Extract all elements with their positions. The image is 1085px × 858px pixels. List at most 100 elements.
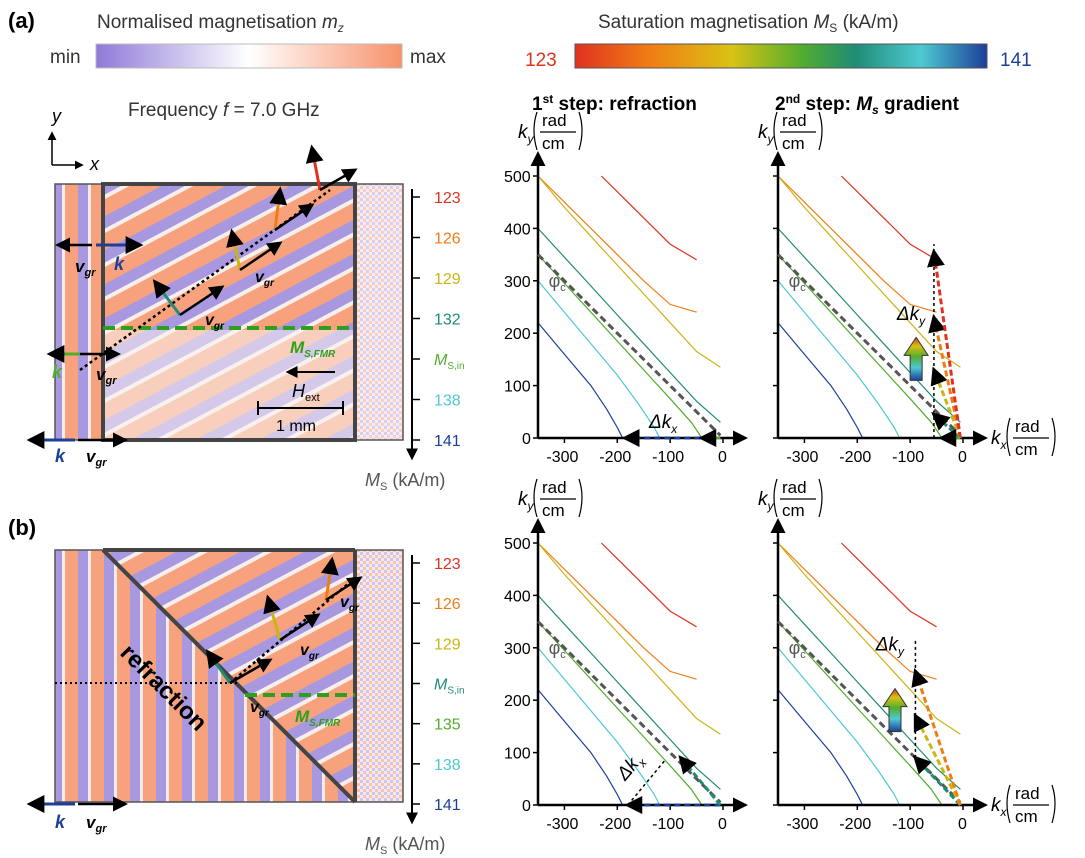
gradient-arrow-icon: [882, 687, 908, 733]
unit-paren: [1006, 784, 1011, 824]
colorbar-mz-min: min: [50, 47, 81, 68]
x-tick-label: -300: [786, 816, 818, 833]
dispersion-curve: [537, 175, 721, 368]
y-tick-label: 500: [504, 536, 531, 553]
svg-text:vgr: vgr: [340, 594, 360, 614]
dispersion-curve: [537, 322, 624, 439]
y-tick-label: 300: [504, 641, 531, 658]
unit-num: rad: [782, 111, 807, 130]
xy-axes-indicator: y x: [47, 106, 100, 174]
dispersion-curve: [777, 280, 901, 439]
dispersion-curve: [537, 542, 721, 735]
gradient-arrow-icon: [903, 336, 930, 381]
dispersion-curve: [777, 621, 943, 806]
x-tick-label: -200: [599, 816, 631, 833]
scale-tick-label: 129: [434, 636, 461, 653]
x-tick-label: 0: [958, 816, 967, 833]
panel-label-b: (b): [8, 515, 36, 540]
scale-tick-label: 126: [434, 231, 461, 248]
x-tick-label: -100: [892, 449, 924, 466]
svg-text:vgr: vgr: [86, 447, 107, 469]
dispersion-curve: [537, 621, 703, 806]
x-tick-label: -200: [599, 449, 631, 466]
ms-gradient-arrow: [913, 712, 962, 806]
dispersion-curve: [777, 254, 943, 439]
dispersion-curve: [777, 175, 937, 313]
y-tick-label: 200: [504, 693, 531, 710]
unit-num: rad: [1015, 784, 1040, 803]
phi-c-label: φc: [549, 638, 567, 661]
scale-tick-label: 123: [434, 190, 461, 207]
svg-text:k: k: [114, 254, 125, 274]
scale-tick-label: 129: [434, 271, 461, 288]
x-tick-label: 0: [958, 449, 967, 466]
svg-text:MS,FMR: MS,FMR: [290, 338, 336, 360]
svg-text:k: k: [52, 362, 63, 382]
unit-num: rad: [542, 111, 567, 130]
svg-text:k: k: [55, 446, 66, 466]
scale-tick-label: 138: [434, 393, 461, 410]
delta-kx-label: Δkx: [612, 749, 650, 788]
delta-ky-label: Δky: [896, 304, 926, 328]
y-tick-label: 100: [504, 379, 531, 396]
dispersion-plots: -300 -200 -100 00100200300400500kyradcmφcΔk…: [504, 111, 1056, 833]
x-tick-label: -200: [839, 449, 871, 466]
svg-text:vgr: vgr: [250, 699, 270, 719]
y-tick-label: 500: [504, 169, 531, 186]
svg-text:vgr: vgr: [96, 365, 117, 387]
ms-gradient-arrow: [912, 755, 962, 807]
dispersion-curve: [600, 542, 697, 628]
unit-den: cm: [782, 134, 805, 153]
svg-text:k: k: [55, 812, 66, 832]
svg-text:x: x: [89, 154, 100, 174]
ky-label: ky: [758, 489, 775, 513]
colorbar-ms-max: 141: [1000, 50, 1032, 71]
unit-den: cm: [1015, 807, 1038, 826]
unit-paren: [818, 111, 823, 151]
unit-den: cm: [542, 501, 565, 520]
unit-paren: [1006, 417, 1011, 457]
svg-text:vgr: vgr: [75, 257, 96, 279]
unit-paren: [1051, 417, 1056, 457]
unit-den: cm: [1015, 440, 1038, 459]
svg-text:vgr: vgr: [86, 813, 107, 835]
colorbar-mz-title: Normalised magnetisation mz: [97, 12, 344, 35]
dispersion-curve: [777, 175, 961, 368]
dispersion-curve: [840, 175, 937, 261]
svg-text:vgr: vgr: [300, 642, 320, 662]
scale-tick-label: 141: [434, 797, 461, 814]
unit-paren: [533, 111, 538, 151]
unit-paren: [578, 478, 583, 518]
dispersion-curve: [777, 322, 864, 439]
x-tick-label: -300: [546, 449, 578, 466]
dispersion-curve: [840, 542, 937, 628]
svg-text:vgr: vgr: [205, 312, 225, 332]
svg-text:Hext: Hext: [292, 381, 320, 404]
dispersion-curve: [537, 254, 703, 439]
ky-label: ky: [758, 122, 775, 146]
scale-tick-label: MS,in: [434, 677, 465, 697]
frequency-label: Frequency f = 7.0 GHz: [128, 100, 320, 121]
kx-label: kx: [991, 428, 1008, 452]
scale-unit: MS (kA/m): [365, 470, 445, 493]
ms-scale-b: 123 126 129 MS,in 135 138 141 MS (kA/m): [365, 555, 465, 857]
scale-tick-label: 138: [434, 757, 461, 774]
scale-tick-label: 141: [434, 433, 461, 450]
simulation-a: vgr k k vgr vgr vgr MS,FMR Hext 1 mm k v…: [26, 144, 404, 469]
k-arrow-teal: [678, 755, 722, 806]
phi-c-label: φc: [789, 271, 807, 294]
colorbar-ms-title: Saturation magnetisation MS (kA/m): [598, 12, 899, 35]
unit-paren: [818, 478, 823, 518]
dispersion-curve: [777, 594, 961, 790]
phi-c-label: φc: [789, 638, 807, 661]
dispersion-curve: [537, 647, 661, 806]
x-tick-label: 0: [718, 449, 727, 466]
unit-num: rad: [782, 478, 807, 497]
simulation-b: refraction MS,FMR vgr vgr vgr k vgr: [26, 548, 404, 835]
x-tick-label: -100: [652, 449, 684, 466]
ms-gradient-arrow: [927, 248, 962, 439]
colorbar-ms-min: 123: [525, 50, 557, 71]
